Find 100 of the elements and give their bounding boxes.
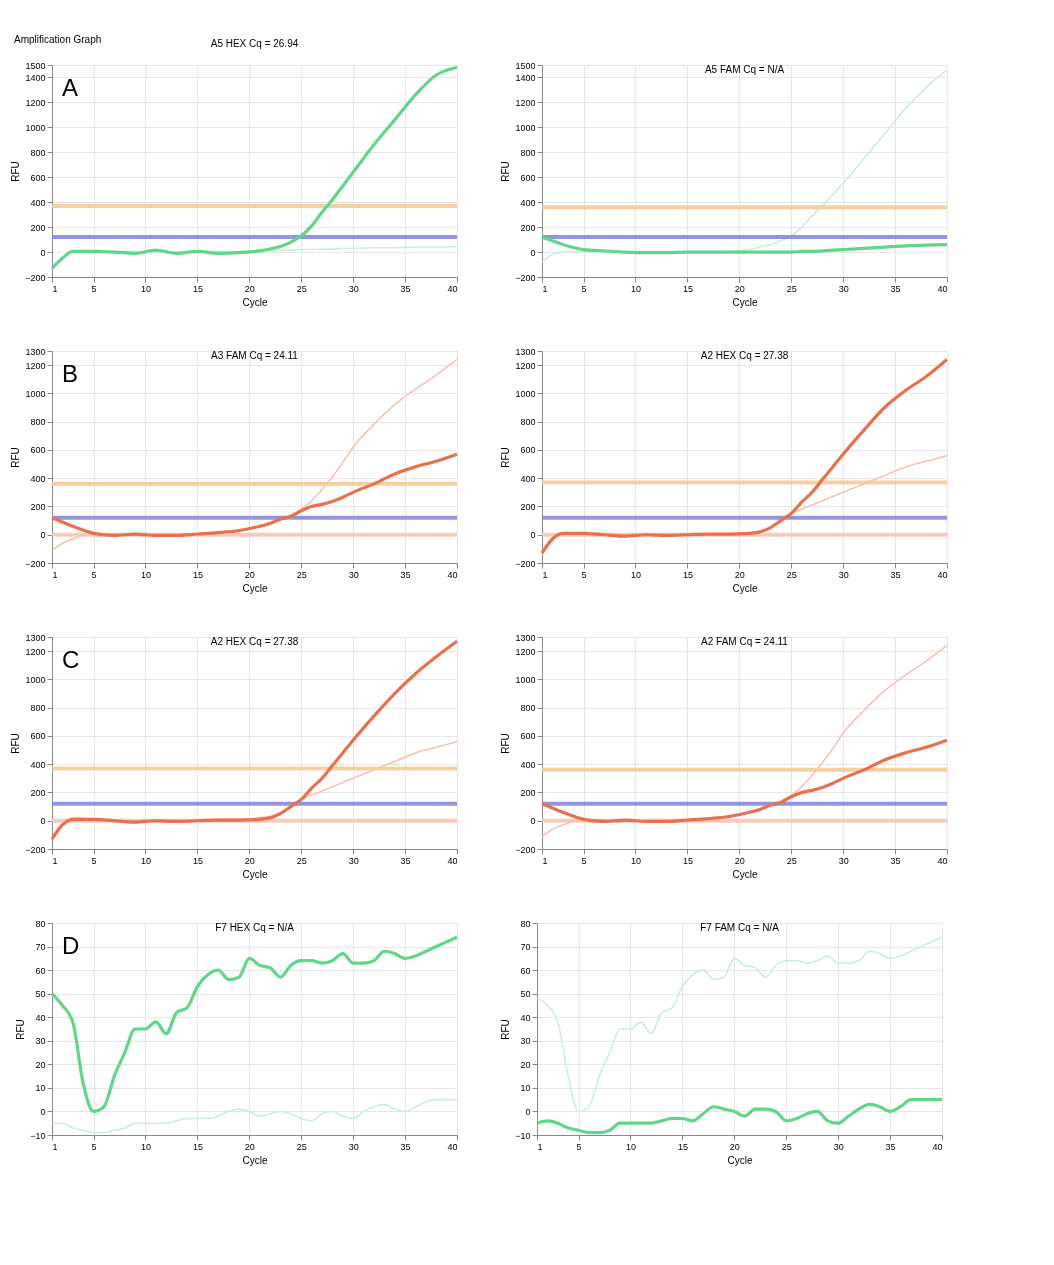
x-tick-label: 20	[734, 855, 745, 866]
y-tick-label: −200	[25, 558, 46, 569]
y-axis-title: RFU	[500, 447, 512, 468]
x-tick-label: 30	[833, 1141, 844, 1152]
y-tick-label: 10	[35, 1083, 46, 1094]
x-tick-label: 30	[348, 569, 359, 580]
x-tick-label: 20	[244, 1141, 255, 1152]
y-tick-label: 80	[520, 918, 531, 929]
y-axis-title: RFU	[500, 733, 512, 754]
y-tick-label: 70	[520, 942, 531, 953]
y-tick-label: 600	[520, 172, 536, 183]
y-tick-label: 30	[35, 1036, 46, 1047]
x-tick-label: 5	[581, 855, 587, 866]
x-tick-label: 5	[91, 855, 97, 866]
chart-title: A2 HEX Cq = 27.38	[210, 636, 299, 647]
x-tick-label: 40	[932, 1141, 943, 1152]
chart-title: F7 FAM Cq = N/A	[700, 922, 780, 933]
y-tick-label: 600	[30, 172, 46, 183]
x-axis-title: Cycle	[242, 582, 268, 594]
y-tick-label: 1000	[515, 388, 536, 399]
x-tick-label: 15	[682, 855, 693, 866]
y-tick-label: 400	[520, 759, 536, 770]
x-tick-label: 30	[348, 1141, 359, 1152]
x-tick-label: 1	[542, 283, 548, 294]
x-tick-label: 35	[890, 283, 901, 294]
x-tick-label: 15	[192, 283, 203, 294]
chart-title: A2 HEX Cq = 27.38	[700, 350, 789, 361]
y-tick-label: 600	[30, 731, 46, 742]
x-tick-label: 1	[52, 283, 58, 294]
y-tick-label: 0	[530, 247, 536, 258]
y-axis-title: RFU	[500, 1019, 512, 1040]
x-axis-title: Cycle	[732, 296, 758, 308]
chart-title: A5 HEX Cq = 26.94	[210, 38, 299, 49]
x-tick-label: 10	[630, 283, 641, 294]
y-tick-label: −10	[515, 1130, 531, 1141]
x-tick-label: 10	[630, 569, 641, 580]
y-tick-label: 200	[30, 222, 46, 233]
x-tick-label: 20	[244, 855, 255, 866]
y-tick-label: 1500	[25, 60, 46, 71]
text: Amplification Graph	[14, 34, 102, 45]
x-tick-label: 25	[786, 855, 797, 866]
line-series	[536, 936, 943, 1113]
x-tick-label: 40	[937, 569, 948, 580]
chart-title: A3 FAM Cq = 24.11	[211, 350, 299, 361]
y-tick-label: 0	[40, 816, 46, 827]
chart-title: F7 HEX Cq = N/A	[215, 922, 295, 933]
annotation: A	[62, 74, 79, 101]
y-tick-label: −200	[25, 272, 46, 283]
line-series	[50, 452, 459, 538]
x-tick-label: 40	[447, 283, 458, 294]
y-tick-label: 0	[525, 1106, 531, 1117]
annotation: C	[62, 646, 80, 673]
x-tick-label: 20	[734, 569, 745, 580]
x-tick-label: 1	[542, 569, 548, 580]
x-tick-label: 35	[890, 569, 901, 580]
y-tick-label: 0	[530, 530, 536, 541]
y-tick-label: 200	[30, 787, 46, 798]
x-tick-label: 10	[140, 283, 151, 294]
y-tick-label: 1200	[25, 360, 46, 371]
x-tick-label: 25	[296, 855, 307, 866]
y-tick-label: 800	[520, 417, 536, 428]
x-tick-label: 40	[447, 855, 458, 866]
x-tick-label: 5	[91, 1141, 97, 1152]
y-tick-label: 80	[35, 918, 46, 929]
x-tick-label: 35	[400, 569, 411, 580]
annotation: D	[62, 932, 80, 959]
x-tick-label: 10	[140, 855, 151, 866]
x-axis-title: Cycle	[727, 1154, 753, 1166]
x-tick-label: 1	[537, 1141, 543, 1152]
y-tick-label: 1000	[25, 388, 46, 399]
y-tick-label: 800	[30, 703, 46, 714]
x-tick-label: 15	[677, 1141, 688, 1152]
y-axis-title: RFU	[10, 447, 22, 468]
y-tick-label: −200	[515, 844, 536, 855]
x-tick-label: 10	[630, 855, 641, 866]
x-tick-label: 15	[682, 283, 693, 294]
x-tick-label: 20	[244, 283, 255, 294]
y-tick-label: 60	[520, 965, 531, 976]
x-tick-label: 5	[91, 569, 97, 580]
x-axis-title: Cycle	[732, 582, 758, 594]
x-tick-label: 25	[781, 1141, 792, 1152]
x-tick-label: 10	[625, 1141, 636, 1152]
y-tick-label: 200	[30, 501, 46, 512]
y-tick-label: 1400	[25, 72, 46, 83]
y-axis-title: RFU	[500, 161, 512, 182]
x-tick-label: 40	[447, 569, 458, 580]
y-tick-label: 1000	[25, 674, 46, 685]
y-tick-label: 400	[520, 473, 536, 484]
chart-title: A2 FAM Cq = 24.11	[701, 636, 789, 647]
y-tick-label: 600	[30, 445, 46, 456]
x-tick-label: 25	[296, 283, 307, 294]
y-tick-label: 1300	[515, 346, 536, 357]
y-tick-label: 1400	[515, 72, 536, 83]
y-tick-label: 800	[520, 703, 536, 714]
y-tick-label: 30	[520, 1036, 531, 1047]
x-tick-label: 15	[192, 855, 203, 866]
x-axis-title: Cycle	[242, 296, 268, 308]
y-tick-label: 800	[520, 147, 536, 158]
x-tick-label: 35	[885, 1141, 896, 1152]
x-tick-label: 35	[400, 855, 411, 866]
